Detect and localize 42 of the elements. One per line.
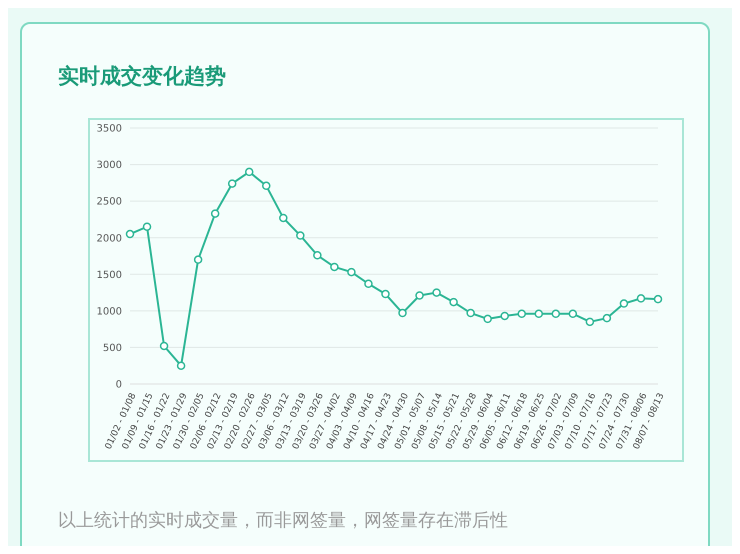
point — [620, 299, 628, 308]
point — [176, 361, 186, 370]
point — [262, 182, 271, 190]
y-tick-label: 2500 — [96, 196, 122, 208]
point — [347, 268, 356, 276]
y-tick-label: 3500 — [96, 124, 122, 135]
text: 以上统计的实时成交量，而非网签量，网签量存在滞后性 — [58, 509, 508, 532]
point — [381, 290, 390, 298]
point — [500, 312, 509, 320]
point — [586, 318, 594, 326]
y-tick-label: 0 — [116, 380, 122, 391]
y-tick-label: 1000 — [96, 306, 122, 318]
y-tick-label: 3000 — [96, 160, 122, 172]
y-tick-label: 1500 — [96, 270, 122, 281]
point — [330, 262, 339, 272]
point — [313, 251, 322, 260]
point — [415, 291, 424, 300]
point — [160, 342, 168, 350]
point — [398, 308, 407, 318]
point — [142, 222, 152, 231]
point — [449, 298, 458, 306]
point — [517, 310, 526, 318]
point — [483, 314, 492, 324]
point — [552, 310, 560, 318]
point — [194, 255, 202, 264]
point — [126, 230, 134, 238]
point — [466, 308, 475, 318]
chart-title: 实时成交变化趋势 — [58, 63, 226, 90]
point — [636, 294, 646, 303]
point — [364, 280, 373, 288]
point — [228, 179, 236, 188]
point — [568, 310, 578, 318]
y-tick-label: 500 — [102, 342, 122, 354]
point — [244, 168, 254, 176]
point — [654, 294, 662, 304]
point — [534, 310, 544, 318]
point — [210, 209, 220, 218]
y-tick-label: 2000 — [96, 233, 122, 244]
point — [296, 231, 305, 240]
point — [279, 214, 288, 222]
point — [432, 288, 441, 297]
point — [602, 314, 612, 322]
